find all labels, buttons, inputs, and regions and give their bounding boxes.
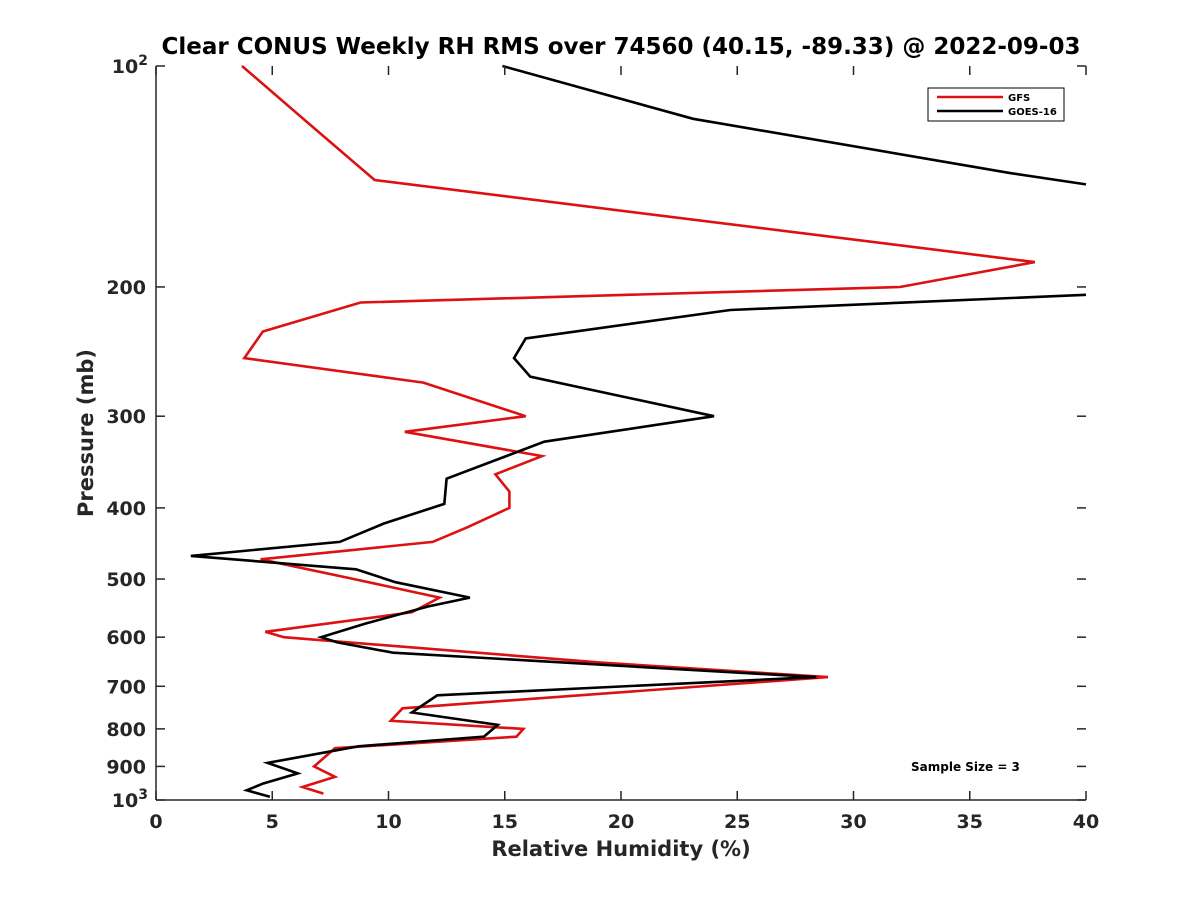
x-tick-label: 0 [149, 811, 162, 833]
legend-label-gfs: GFS [1008, 93, 1030, 104]
y-tick-label: 900 [106, 756, 146, 778]
x-tick-label: 10 [375, 811, 401, 833]
y-tick-label: 102 [112, 53, 148, 78]
x-tick-label: 15 [492, 811, 518, 833]
legend: GFS GOES-16 [927, 87, 1065, 122]
x-ticks: 0 5 10 15 20 25 30 35 40 [149, 66, 1099, 833]
x-tick-label: 30 [840, 811, 866, 833]
x-tick-label: 20 [608, 811, 634, 833]
y-tick-label: 700 [106, 676, 146, 698]
series-line-goes-16 [190, 64, 1087, 799]
x-tick-label: 40 [1073, 811, 1099, 833]
y-tick-label: 800 [106, 719, 146, 741]
y-tick-label: 500 [106, 569, 146, 591]
plot-area [156, 66, 1086, 800]
y-tick-label: 600 [106, 627, 146, 649]
y-axis-label: Pressure (mb) [74, 349, 98, 517]
legend-box [927, 87, 1065, 122]
y-tick-label: 300 [106, 406, 146, 428]
plot-background [156, 66, 1086, 800]
sample-size-annotation: Sample Size = 3 [911, 760, 1020, 774]
x-axis-label: Relative Humidity (%) [491, 837, 750, 861]
y-ticks: 102 200 300 400 500 600 700 800 900 103 [106, 53, 1086, 812]
x-tick-label: 25 [724, 811, 750, 833]
legend-label-goes-16: GOES-16 [1008, 107, 1057, 118]
y-tick-label: 400 [106, 498, 146, 520]
x-tick-label: 35 [957, 811, 983, 833]
y-tick-label: 200 [106, 277, 146, 299]
x-tick-label: 5 [266, 811, 279, 833]
y-tick-label: 103 [112, 787, 148, 812]
series-layer [190, 64, 1087, 799]
series-line-gfs [241, 65, 1036, 795]
chart-title: Clear CONUS Weekly RH RMS over 74560 (40… [162, 34, 1081, 60]
